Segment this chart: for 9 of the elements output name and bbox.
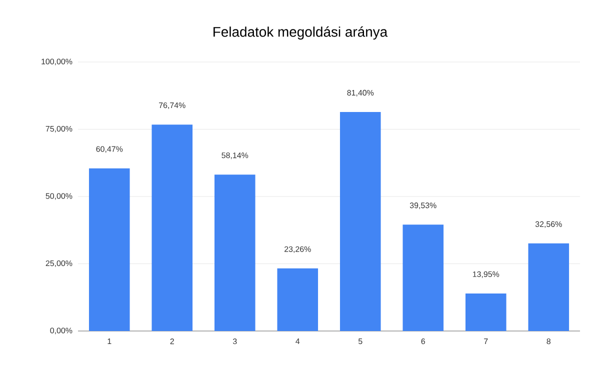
bar <box>152 124 193 331</box>
bar <box>528 243 570 331</box>
bar <box>277 268 318 331</box>
bar <box>465 293 506 331</box>
bar <box>402 224 444 331</box>
bar <box>340 112 381 331</box>
chart-title: Feladatok megoldási aránya <box>214 26 388 40</box>
bar <box>88 168 130 331</box>
bar <box>214 174 256 331</box>
